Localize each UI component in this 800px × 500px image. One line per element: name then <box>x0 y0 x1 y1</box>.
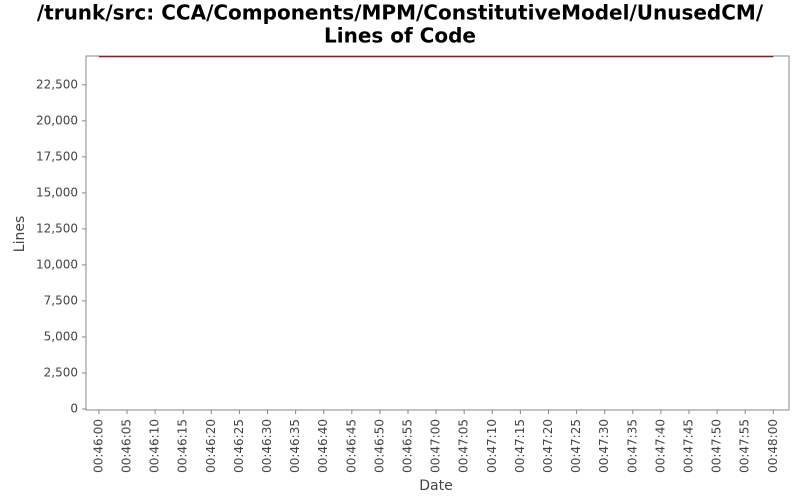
x-tick-label: 00:46:25 <box>232 419 246 473</box>
x-tick-label: 00:46:50 <box>372 419 386 473</box>
y-axis-label: Lines <box>12 216 28 252</box>
x-tick-label: 00:47:30 <box>597 419 611 473</box>
x-tick-label: 00:47:00 <box>429 419 443 473</box>
x-tick-label: 00:47:45 <box>681 419 695 473</box>
y-tick-label: 22,500 <box>36 77 78 91</box>
y-tick-label: 17,500 <box>36 149 78 163</box>
x-tick-label: 00:46:15 <box>176 419 190 473</box>
x-tick-label: 00:46:20 <box>204 419 218 473</box>
x-tick-label: 00:47:20 <box>541 419 555 473</box>
x-tick-label: 00:47:25 <box>569 419 583 473</box>
x-tick-label: 00:46:35 <box>288 419 302 473</box>
plot-area <box>85 55 790 411</box>
x-tick-label: 00:47:15 <box>513 419 527 473</box>
x-tick-label: 00:46:10 <box>148 419 162 473</box>
y-tick-label: 20,000 <box>36 113 78 127</box>
x-tick-label: 00:47:55 <box>738 419 752 473</box>
x-tick-label: 00:48:00 <box>766 419 780 473</box>
x-tick-label: 00:46:55 <box>400 419 414 473</box>
y-tick-label: 15,000 <box>36 185 78 199</box>
x-axis-label: Date <box>419 478 452 494</box>
chart-title: /trunk/src: CCA/Components/MPM/Constitut… <box>37 1 764 25</box>
x-tick-label: 00:46:05 <box>120 419 134 473</box>
y-tick-label: 10,000 <box>36 257 78 271</box>
x-tick-label: 00:47:35 <box>625 419 639 473</box>
x-tick-label: 00:47:05 <box>457 419 471 473</box>
chart-subtitle: Lines of Code <box>324 24 476 48</box>
x-tick-label: 00:47:40 <box>653 419 667 473</box>
y-tick-label: 0 <box>70 402 78 416</box>
x-tick-label: 00:47:50 <box>710 419 724 473</box>
x-tick-label: 00:46:40 <box>316 419 330 473</box>
x-tick-label: 00:46:30 <box>260 419 274 473</box>
x-tick-label: 00:46:45 <box>344 419 358 473</box>
y-tick-label: 5,000 <box>44 329 78 343</box>
x-tick-label: 00:47:10 <box>485 419 499 473</box>
y-tick-label: 12,500 <box>36 221 78 235</box>
y-tick-label: 7,500 <box>44 293 78 307</box>
x-tick-label: 00:46:00 <box>91 419 105 473</box>
y-tick-label: 2,500 <box>44 365 78 379</box>
